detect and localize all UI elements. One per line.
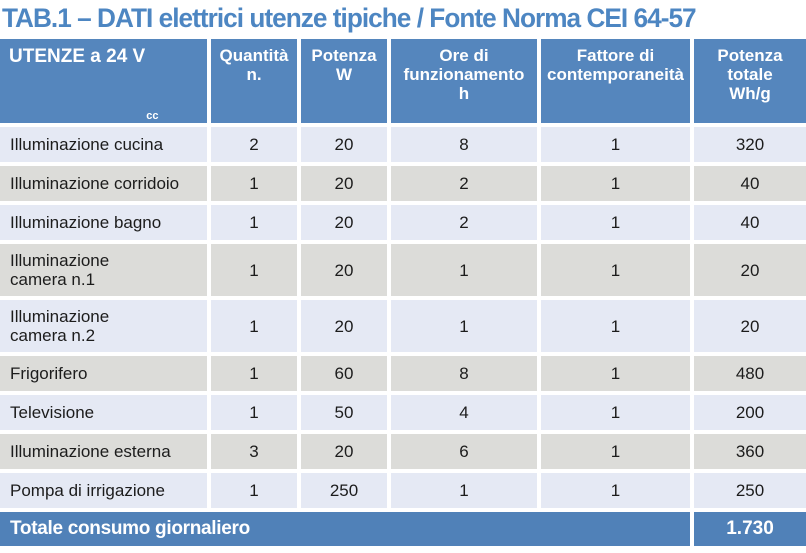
value-cell: 1 — [391, 244, 537, 297]
column-header: Potenza totale Wh/g — [694, 39, 806, 123]
value-cell: 1 — [211, 244, 297, 297]
row-label-cell: Illuminazione cucina — [0, 127, 207, 162]
value-cell: 8 — [391, 356, 537, 392]
value-cell: 1 — [541, 166, 690, 201]
value-cell: 320 — [694, 127, 806, 162]
value-cell: 1 — [541, 356, 690, 392]
value-cell: 1 — [211, 300, 297, 353]
value-cell: 250 — [694, 473, 806, 509]
row-label-cell: Televisione — [0, 395, 207, 431]
value-cell: 40 — [694, 166, 806, 201]
value-cell: 3 — [211, 434, 297, 470]
value-cell: 20 — [301, 434, 387, 470]
value-cell: 1 — [211, 356, 297, 392]
value-cell: 2 — [391, 166, 537, 201]
value-cell: 1 — [211, 473, 297, 509]
value-cell: 40 — [694, 205, 806, 240]
value-cell: 20 — [694, 244, 806, 297]
value-cell: 1 — [211, 205, 297, 240]
row-label-cell: Illuminazione camera n.1 — [0, 244, 207, 297]
total-label: Totale consumo giornaliero — [0, 512, 690, 547]
value-cell: 60 — [301, 356, 387, 392]
value-cell: 1 — [211, 395, 297, 431]
value-cell: 1 — [391, 473, 537, 509]
row-label-cell: Illuminazione camera n.2 — [0, 300, 207, 353]
row-label-cell: Pompa di irrigazione — [0, 473, 207, 509]
column-header-subscript: cc — [146, 110, 159, 122]
column-header: Potenza W — [301, 39, 387, 123]
value-cell: 8 — [391, 127, 537, 162]
value-cell: 1 — [541, 434, 690, 470]
value-cell: 20 — [301, 205, 387, 240]
table-title: TAB.1 – DATI elettrici utenze tipiche / … — [1, 3, 697, 33]
column-header: Fattore di contemporaneità — [541, 39, 690, 123]
value-cell: 20 — [301, 300, 387, 353]
value-cell: 200 — [694, 395, 806, 431]
value-cell: 1 — [541, 205, 690, 240]
value-cell: 2 — [211, 127, 297, 162]
row-label-cell: Illuminazione esterna — [0, 434, 207, 470]
value-cell: 1 — [211, 166, 297, 201]
value-cell: 2 — [391, 205, 537, 240]
value-cell: 1 — [541, 473, 690, 509]
value-cell: 4 — [391, 395, 537, 431]
row-label-cell: Frigorifero — [0, 356, 207, 392]
column-header: Ore di funzionamento h — [391, 39, 537, 123]
value-cell: 1 — [541, 300, 690, 353]
value-cell: 360 — [694, 434, 806, 470]
value-cell: 20 — [301, 244, 387, 297]
value-cell: 50 — [301, 395, 387, 431]
total-value: 1.730 — [694, 512, 806, 547]
value-cell: 20 — [694, 300, 806, 353]
row-label-cell: Illuminazione corridoio — [0, 166, 207, 201]
value-cell: 20 — [301, 127, 387, 162]
value-cell: 20 — [301, 166, 387, 201]
value-cell: 1 — [541, 395, 690, 431]
column-header: Quantità n. — [211, 39, 297, 123]
value-cell: 6 — [391, 434, 537, 470]
value-cell: 1 — [541, 127, 690, 162]
row-label-cell: Illuminazione bagno — [0, 205, 207, 240]
value-cell: 480 — [694, 356, 806, 392]
value-cell: 1 — [391, 300, 537, 353]
value-cell: 250 — [301, 473, 387, 509]
value-cell: 1 — [541, 244, 690, 297]
